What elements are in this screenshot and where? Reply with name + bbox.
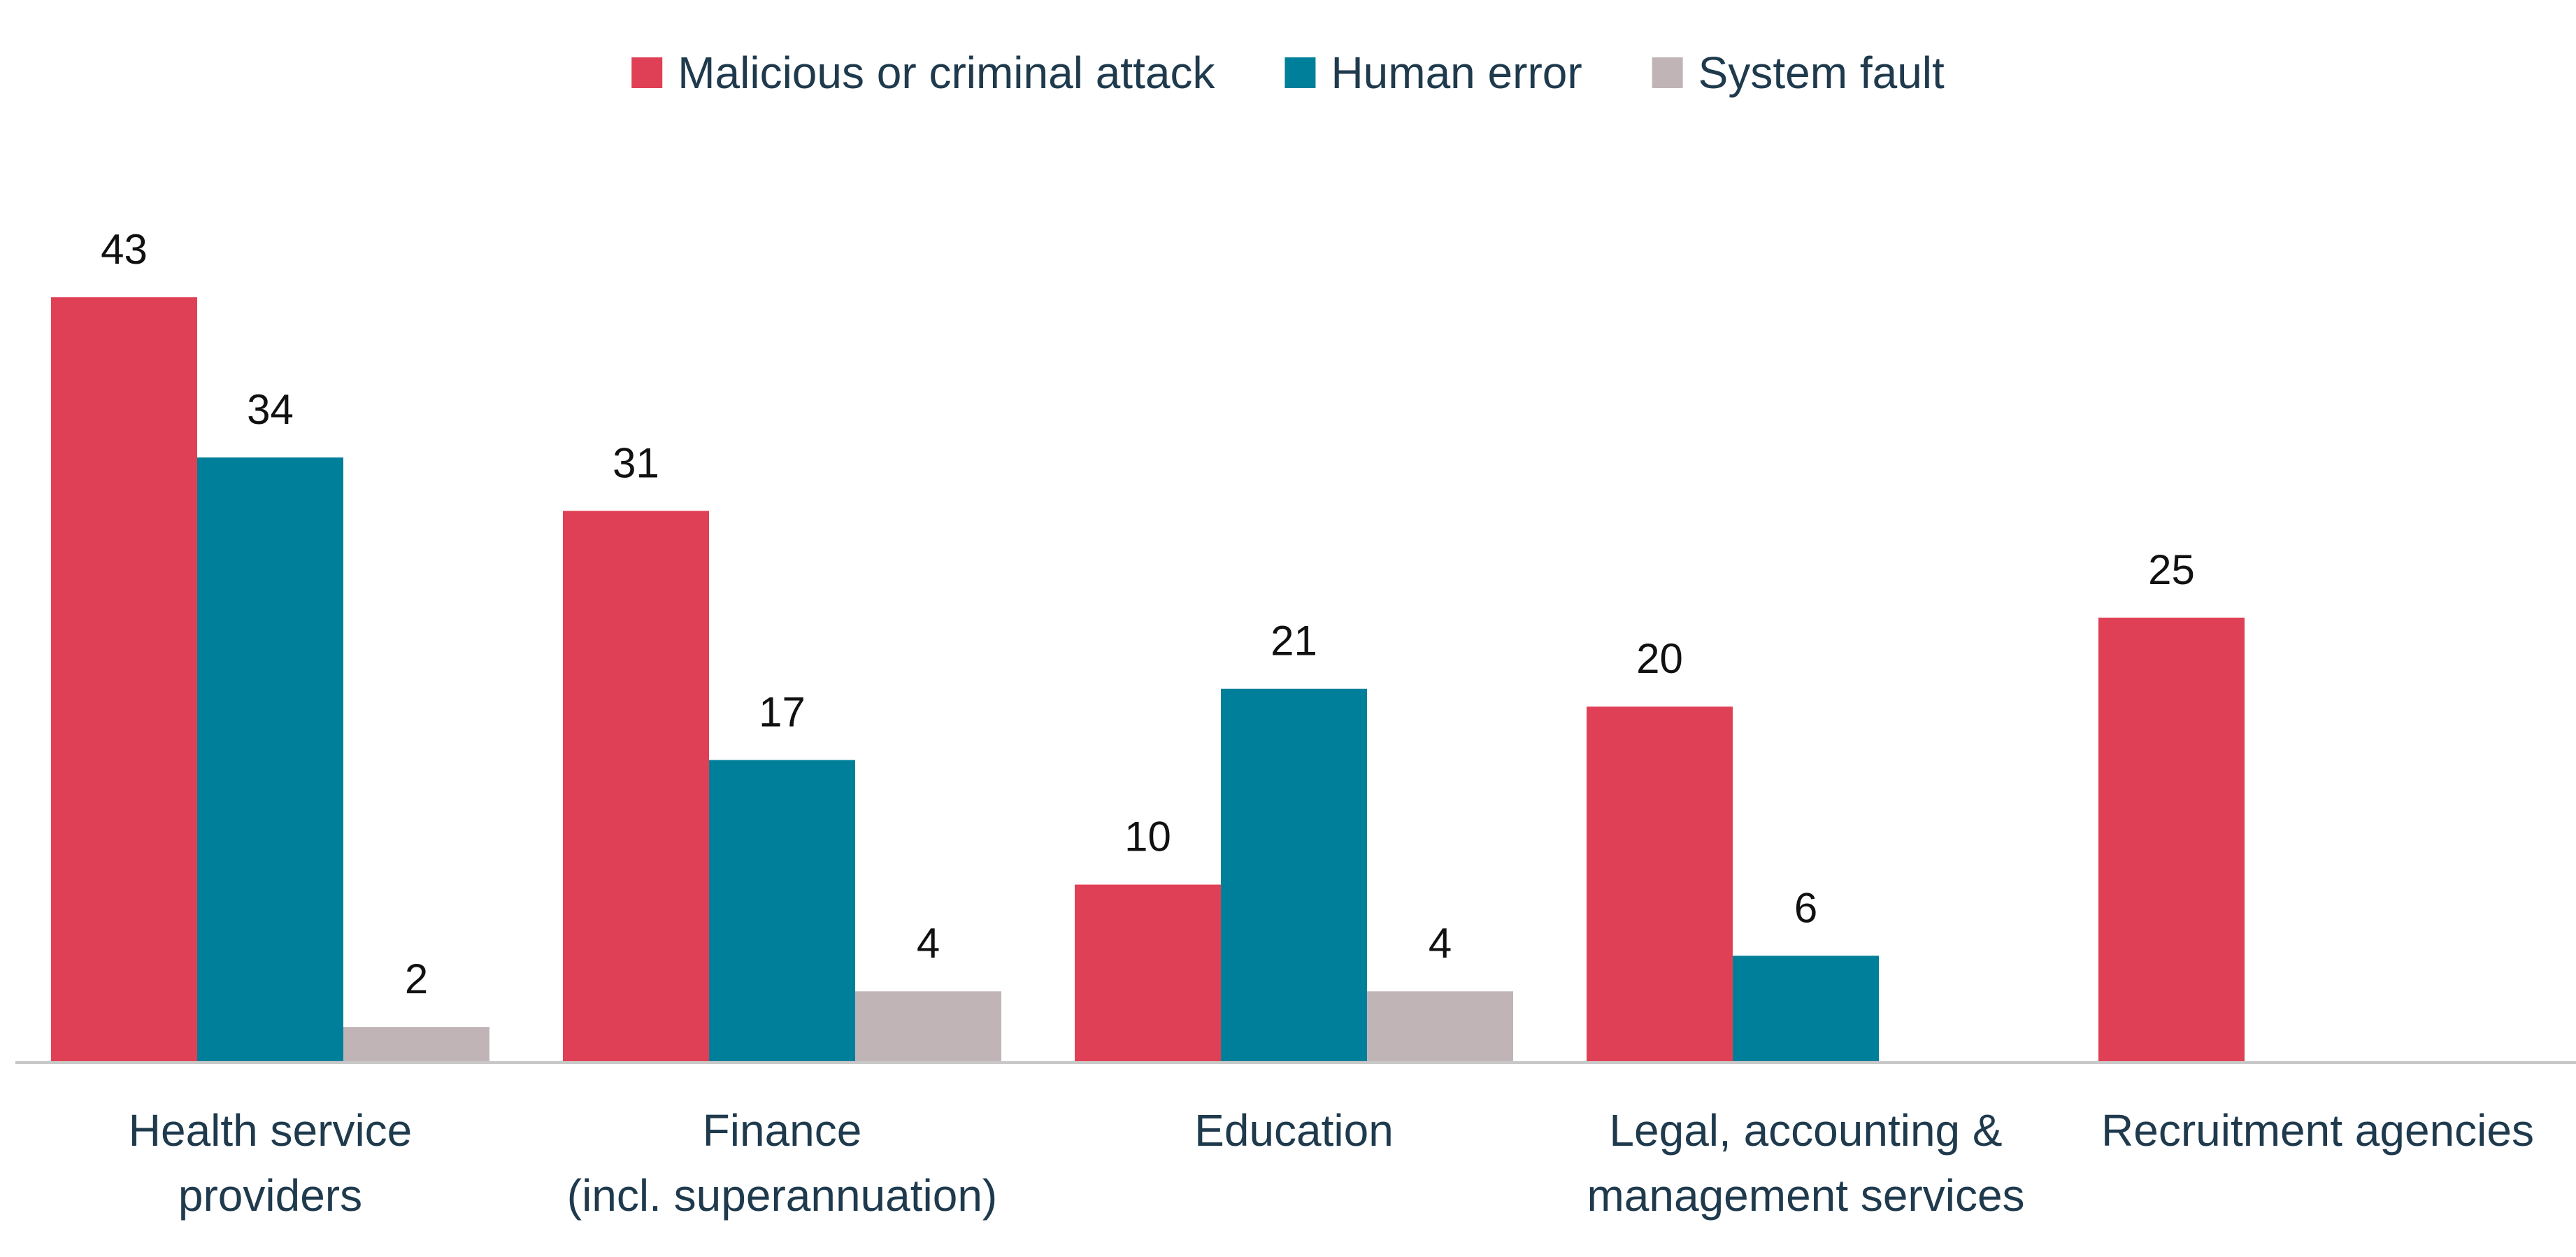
bar-finance-incl-superannuation-human-error [709, 760, 855, 1063]
bar-health-service-providers-malicious-or-criminal-attack [51, 297, 197, 1063]
category-label-legal-accounting-management-services: Legal, accounting & management services [1587, 1105, 2024, 1221]
value-label-education-human-error: 21 [1271, 618, 1317, 665]
legend-swatch-system-fault [1652, 57, 1683, 88]
value-label-finance-incl-superannuation-malicious-or-criminal-attack: 31 [613, 439, 659, 486]
category-labels-layer: Health service providers Finance (incl. sup… [129, 1105, 2534, 1221]
value-label-education-malicious-or-criminal-attack: 10 [1124, 814, 1171, 860]
category-label-recruitment-agencies: Recruitment agencies [2101, 1105, 2534, 1156]
bar-finance-incl-superannuation-malicious-or-criminal-attack [563, 511, 709, 1063]
legend-item-malicious-or-criminal-attack: Malicious or criminal attack [631, 48, 1215, 98]
legend-item-system-fault: System fault [1652, 48, 1945, 98]
category-label-health-service-providers: Health service providers [129, 1105, 413, 1221]
value-label-finance-incl-superannuation-human-error: 17 [759, 688, 806, 735]
category-label-finance-incl-superannuation: Finance (incl. superannuation) [567, 1105, 997, 1221]
value-label-legal-accounting-management-services-human-error: 6 [1794, 884, 1817, 931]
bar-legal-accounting-management-services-human-error [1733, 956, 1879, 1063]
legend: Malicious or criminal attack Human error S… [631, 48, 1945, 98]
value-label-health-service-providers-system-fault: 2 [405, 956, 428, 1002]
value-label-education-system-fault: 4 [1429, 920, 1452, 967]
bar-education-system-fault [1367, 991, 1513, 1063]
bar-education-malicious-or-criminal-attack [1075, 884, 1221, 1063]
legend-item-human-error: Human error [1285, 48, 1582, 98]
bar-health-service-providers-human-error [197, 457, 343, 1063]
value-label-legal-accounting-management-services-malicious-or-criminal-attack: 20 [1636, 635, 1683, 682]
value-label-health-service-providers-malicious-or-criminal-attack: 43 [101, 226, 148, 273]
value-labels-layer: 43 34 2 31 17 4 10 21 4 20 6 25 [101, 226, 2195, 1002]
bar-health-service-providers-system-fault [343, 1027, 489, 1063]
bar-legal-accounting-management-services-malicious-or-criminal-attack [1587, 706, 1733, 1063]
bars-layer [51, 297, 2245, 1063]
category-label-education: Education [1194, 1105, 1394, 1156]
bar-recruitment-agencies-malicious-or-criminal-attack [2098, 617, 2245, 1063]
value-label-health-service-providers-human-error: 34 [247, 386, 294, 433]
value-label-finance-incl-superannuation-system-fault: 4 [917, 920, 940, 967]
legend-swatch-human-error [1285, 57, 1316, 88]
value-label-recruitment-agencies-malicious-or-criminal-attack: 25 [2148, 546, 2195, 593]
bar-finance-incl-superannuation-system-fault [855, 991, 1001, 1063]
legend-label-system-fault: System fault [1698, 48, 1945, 98]
legend-swatch-malicious-or-criminal-attack [631, 57, 663, 88]
bar-education-human-error [1221, 688, 1367, 1063]
legend-label-human-error: Human error [1331, 48, 1582, 98]
legend-label-malicious-or-criminal-attack: Malicious or criminal attack [678, 48, 1215, 98]
